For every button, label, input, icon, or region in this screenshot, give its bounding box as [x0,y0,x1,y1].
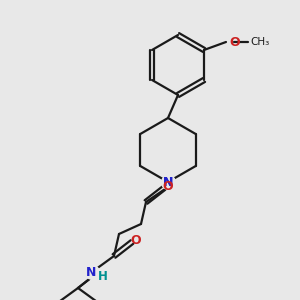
Text: O: O [131,235,141,248]
Text: N: N [163,176,173,188]
Text: CH₃: CH₃ [250,37,269,47]
Text: H: H [98,269,108,283]
Text: O: O [229,35,240,49]
Text: N: N [86,266,96,278]
Text: N: N [163,176,173,188]
Text: O: O [163,181,173,194]
